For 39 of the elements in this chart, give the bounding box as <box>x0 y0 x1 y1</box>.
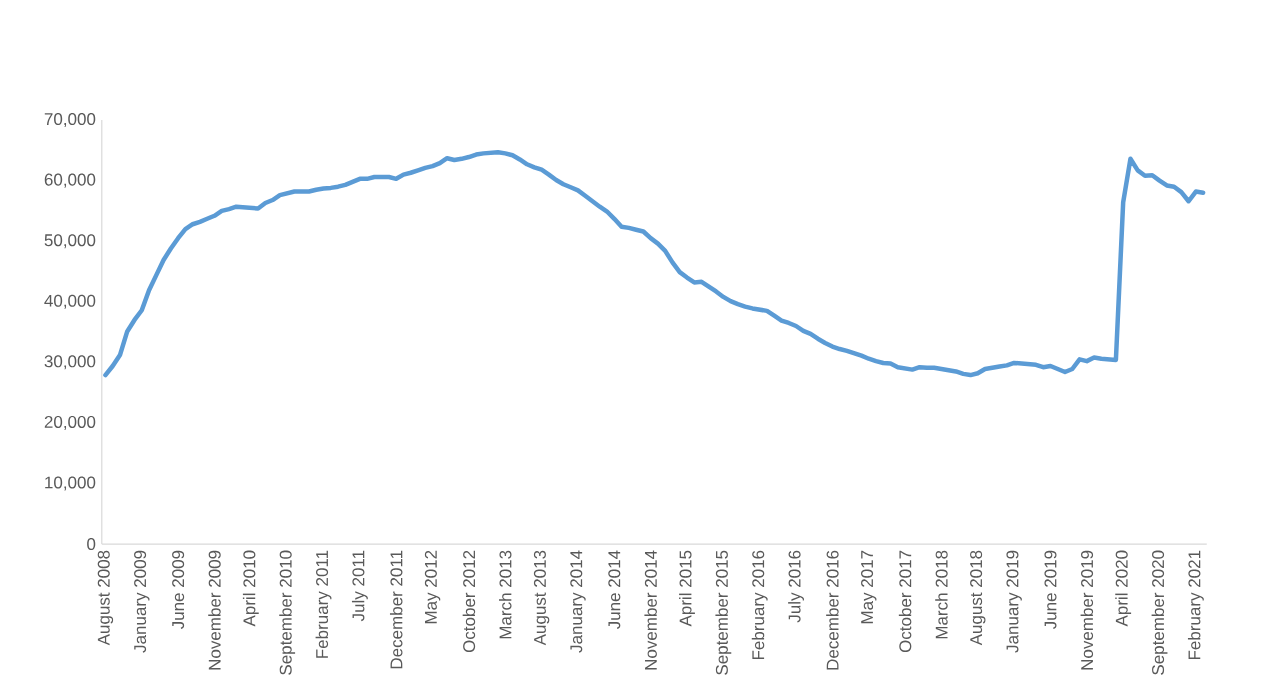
y-tick-label: 0 <box>87 537 96 550</box>
x-tick-label: January 2014 <box>570 550 586 653</box>
x-tick-label: December 2011 <box>389 550 403 669</box>
x-tick-label: October 2017 <box>898 550 912 652</box>
x-tick-label: March 2018 <box>935 550 948 639</box>
x-tick-label: June 2019 <box>1044 550 1057 629</box>
x-tick-label: December 2016 <box>826 550 839 670</box>
x-tick-label: January 2009 <box>134 550 150 653</box>
x-tick-label: February 2011 <box>315 550 332 658</box>
x-tick-label: May 2017 <box>861 550 877 624</box>
x-tick-label: April 2015 <box>679 550 695 627</box>
y-tick-label: 60,000 <box>44 173 96 188</box>
x-tick-label: January 2019 <box>1006 550 1022 653</box>
x-tick-label: July 2011 <box>351 550 368 622</box>
x-tick-label: August 2018 <box>970 550 986 646</box>
x-tick-label: February 2016 <box>751 550 768 659</box>
y-tick-label: 10,000 <box>45 476 96 491</box>
x-tick-label: June 2009 <box>172 550 185 629</box>
x-tick-label: April 2010 <box>242 550 259 627</box>
x-tick-label: August 2013 <box>533 550 550 646</box>
y-tick-label: 30,000 <box>44 355 96 370</box>
x-tick-label: October 2012 <box>462 550 476 652</box>
x-tick-label: November 2009 <box>208 550 221 670</box>
y-tick-label: 20,000 <box>44 415 96 430</box>
x-tick-label: July 2016 <box>788 550 804 623</box>
y-tick-label: 50,000 <box>44 234 96 249</box>
x-tick-label: April 2020 <box>1115 550 1132 627</box>
x-tick-label: May 2012 <box>424 550 441 624</box>
x-tick-label: September 2015 <box>715 550 732 675</box>
x-tick-label: November 2014 <box>644 550 657 670</box>
x-tick-label: September 2010 <box>279 550 296 675</box>
y-tick-label: 70,000 <box>44 112 96 127</box>
x-tick-label: August 2008 <box>97 550 114 646</box>
x-tick-label: September 2020 <box>1151 550 1168 675</box>
x-tick-label: February 2021 <box>1187 550 1204 659</box>
x-tick-label: November 2019 <box>1080 550 1094 670</box>
x-tick-label: March 2013 <box>499 550 512 639</box>
x-tick-label: June 2014 <box>608 550 621 629</box>
y-tick-label: 40,000 <box>44 294 96 309</box>
